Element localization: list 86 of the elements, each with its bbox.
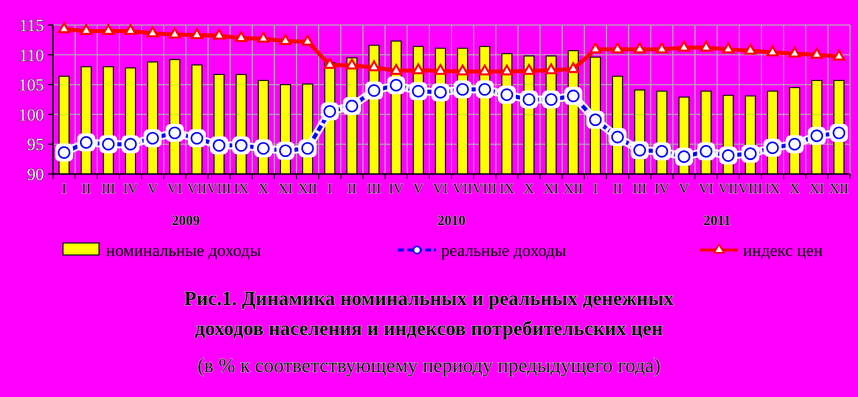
x-tick-label: I <box>327 182 332 197</box>
point <box>324 58 336 69</box>
x-tick-label: XI <box>544 182 559 197</box>
x-tick-label: I <box>593 182 598 197</box>
x-tick-label: VI <box>167 182 182 197</box>
y-tick-label: 115 <box>19 16 44 35</box>
point <box>124 24 137 35</box>
point <box>744 44 756 55</box>
point <box>390 64 402 75</box>
x-tick-label: III <box>101 182 116 197</box>
point <box>257 32 270 43</box>
point <box>146 26 159 38</box>
x-tick-label: VII <box>452 182 473 197</box>
point <box>302 34 314 46</box>
point <box>190 28 203 40</box>
point <box>611 42 624 54</box>
x-tick-label: VIII <box>206 182 232 197</box>
x-tick-label: IX <box>765 182 780 197</box>
x-tick-label: XII <box>829 182 849 197</box>
point <box>478 64 491 76</box>
legend-label: индекс цен <box>743 240 823 260</box>
x-tick-label: XII <box>564 182 584 197</box>
point <box>656 42 668 54</box>
text: 2009 <box>172 214 200 229</box>
legend-label: реальные доходы <box>441 240 567 260</box>
x-tick-label: X <box>258 182 268 197</box>
point <box>700 40 712 52</box>
point <box>810 48 823 59</box>
legend-label: номинальные доходы <box>106 240 262 260</box>
x-tick-label: III <box>367 182 382 197</box>
point <box>58 22 70 34</box>
x-tick-label: IV <box>654 182 670 197</box>
x-tick-label: VI <box>698 182 714 197</box>
point <box>434 64 447 75</box>
point <box>832 50 846 61</box>
x-tick-label: II <box>612 182 623 197</box>
x-tick-label: VII <box>718 182 738 197</box>
point <box>567 62 580 74</box>
x-tick-label: V <box>413 182 424 197</box>
text: 2011 <box>704 214 731 229</box>
point <box>212 28 226 40</box>
text: 2010 <box>438 214 466 229</box>
point <box>678 40 690 52</box>
x-tick-label: I <box>62 182 67 197</box>
x-tick-label: II <box>82 182 92 197</box>
point <box>235 31 248 42</box>
point <box>522 64 536 75</box>
point <box>788 46 801 58</box>
x-tick-label: IX <box>499 182 514 197</box>
point <box>766 46 779 56</box>
point <box>634 42 646 54</box>
x-tick-label: V <box>678 182 690 197</box>
x-tick-label: V <box>148 182 158 197</box>
point <box>412 63 424 74</box>
point <box>500 64 513 76</box>
x-tick-label: VIII <box>738 182 763 197</box>
y-tick-label: 95 <box>27 135 44 154</box>
x-tick-label: IV <box>388 182 404 197</box>
text: Рис.1. Динамика номинальных и реальных денежных доходов населения и индексов потребительских цен <box>184 288 674 340</box>
x-tick-label: VI <box>433 182 448 197</box>
text: (в % к соответствующему периоду предыдущего года) <box>197 355 661 377</box>
y-tick-label: 100 <box>18 105 44 124</box>
point <box>589 42 602 54</box>
point <box>368 60 380 72</box>
x-tick-label: XI <box>809 182 825 197</box>
point <box>80 24 92 35</box>
x-tick-label: XII <box>298 182 318 197</box>
point <box>545 63 558 74</box>
x-tick-label: IV <box>123 182 138 197</box>
point <box>279 34 292 46</box>
point <box>168 28 181 38</box>
x-tick-label: VIII <box>472 182 498 197</box>
x-tick-label: VII <box>187 182 207 197</box>
y-tick-label: 110 <box>19 46 44 65</box>
x-tick-label: IX <box>234 182 249 197</box>
x-tick-label: II <box>347 182 357 197</box>
point <box>346 58 358 70</box>
x-tick-label: XI <box>278 182 294 197</box>
point <box>722 42 734 54</box>
x-tick-label: X <box>524 182 534 197</box>
y-tick-label: 105 <box>18 76 44 95</box>
x-tick-label: III <box>632 182 648 197</box>
point <box>456 64 469 76</box>
x-tick-label: X <box>790 182 800 197</box>
point <box>102 24 114 35</box>
y-tick-label: 90 <box>27 164 44 184</box>
